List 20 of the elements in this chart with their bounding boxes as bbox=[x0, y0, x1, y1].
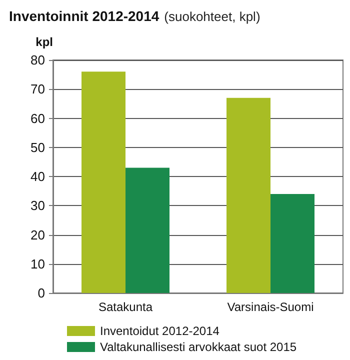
y-tick-label: 0 bbox=[38, 286, 45, 300]
bar bbox=[126, 168, 170, 293]
y-tick-label: 60 bbox=[30, 110, 45, 126]
y-tick-label: 20 bbox=[30, 227, 45, 242]
legend-label: Inventoidut 2012-2014 bbox=[100, 324, 220, 338]
y-tick-label: 80 bbox=[30, 52, 45, 68]
y-tick-label: 10 bbox=[30, 256, 45, 272]
chart-title: Inventoinnit 2012-2014 bbox=[9, 8, 160, 24]
legend-label: Valtakunallisesti arvokkaat suot 2015 bbox=[100, 340, 297, 354]
bar bbox=[82, 72, 126, 293]
bar bbox=[270, 194, 314, 293]
y-axis-title: kpl bbox=[36, 35, 53, 49]
x-tick-label: Satakunta bbox=[98, 300, 153, 314]
bar bbox=[226, 98, 270, 293]
y-tick-label: 70 bbox=[30, 82, 45, 97]
chart-subtitle: (suokohteet, kpl) bbox=[164, 9, 260, 24]
y-tick-label: 40 bbox=[30, 169, 45, 184]
y-tick-label: 30 bbox=[30, 198, 45, 214]
y-tick-label: 50 bbox=[30, 140, 45, 155]
x-tick-label: Varsinais-Suomi bbox=[227, 300, 314, 314]
